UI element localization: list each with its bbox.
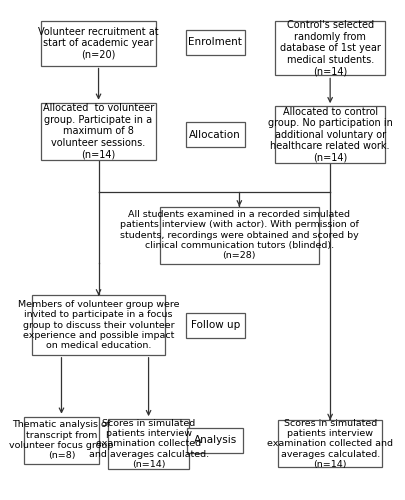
Text: Allocated  to volunteer
group. Participate in a
maximum of 8
volunteer sessions.: Allocated to volunteer group. Participat… xyxy=(43,103,154,160)
FancyBboxPatch shape xyxy=(41,103,156,160)
Text: Volunteer recruitment at
start of academic year
(n=20): Volunteer recruitment at start of academ… xyxy=(38,26,159,60)
FancyBboxPatch shape xyxy=(108,419,189,469)
Text: Scores in simulated
patients interview
examination collected and
averages calcul: Scores in simulated patients interview e… xyxy=(267,418,393,469)
FancyBboxPatch shape xyxy=(278,420,382,468)
Text: Allocated to control
group. No participation in
additional voluntary or
healthca: Allocated to control group. No participa… xyxy=(268,106,392,163)
FancyBboxPatch shape xyxy=(185,122,245,147)
FancyBboxPatch shape xyxy=(185,30,245,54)
Text: Allocation: Allocation xyxy=(190,130,241,140)
Text: Follow up: Follow up xyxy=(191,320,240,330)
FancyBboxPatch shape xyxy=(188,428,243,452)
Text: Scores in simulated
patients interview
examination collected
and averages calcul: Scores in simulated patients interview e… xyxy=(89,418,209,469)
FancyBboxPatch shape xyxy=(185,313,245,338)
FancyBboxPatch shape xyxy=(275,21,385,76)
FancyBboxPatch shape xyxy=(32,296,165,355)
FancyBboxPatch shape xyxy=(160,206,319,264)
FancyBboxPatch shape xyxy=(41,21,156,66)
Text: Enrolment: Enrolment xyxy=(188,38,242,48)
Text: All students examined in a recorded simulated
patients interview (with actor). W: All students examined in a recorded simu… xyxy=(120,210,359,260)
Text: Members of volunteer group were
invited to participate in a focus
group to discu: Members of volunteer group were invited … xyxy=(18,300,179,350)
Text: Control's selected
randomly from
database of 1st year
medical students.
(n=14): Control's selected randomly from databas… xyxy=(280,20,381,76)
FancyBboxPatch shape xyxy=(275,106,385,163)
FancyBboxPatch shape xyxy=(23,417,100,464)
Text: Thematic analysis of
transcript from
volunteer focus group
(n=8): Thematic analysis of transcript from vol… xyxy=(9,420,114,461)
Text: Analysis: Analysis xyxy=(194,436,237,446)
